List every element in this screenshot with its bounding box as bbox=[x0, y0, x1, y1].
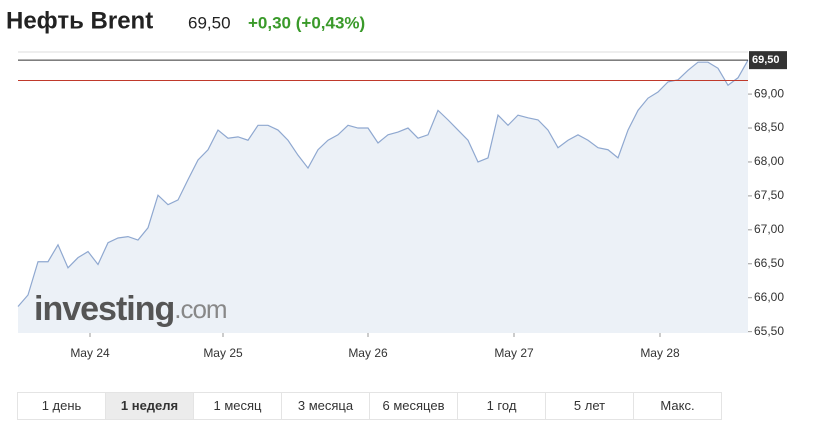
price-label: 69,50 bbox=[752, 54, 780, 66]
y-tick-label: 67,50 bbox=[754, 188, 784, 202]
x-tick-label: May 26 bbox=[348, 346, 388, 360]
y-tick-label: 66,50 bbox=[754, 256, 784, 270]
range-tab[interactable]: Макс. bbox=[633, 392, 722, 420]
x-tick-label: May 28 bbox=[640, 346, 680, 360]
y-tick-label: 65,50 bbox=[754, 324, 784, 338]
watermark-suffix: .com bbox=[174, 294, 226, 324]
y-tick-label: 67,00 bbox=[754, 222, 784, 236]
y-tick-label: 66,00 bbox=[754, 290, 784, 304]
range-tab[interactable]: 1 день bbox=[17, 392, 106, 420]
range-tab[interactable]: 1 неделя bbox=[105, 392, 194, 420]
range-tab[interactable]: 3 месяца bbox=[281, 392, 370, 420]
range-tab[interactable]: 5 лет bbox=[545, 392, 634, 420]
price-box bbox=[749, 51, 787, 70]
range-tab[interactable]: 6 месяцев bbox=[369, 392, 458, 420]
chart: Нефть Brent 69,50 +0,30 (+0,43%) 65,50 66… bbox=[6, 7, 787, 360]
line bbox=[17, 59, 749, 307]
range-tab[interactable]: 1 год bbox=[457, 392, 546, 420]
x-tick-label: May 25 bbox=[203, 346, 243, 360]
watermark: investing.com bbox=[34, 290, 227, 328]
range-tabs: 1 день 1 неделя 1 месяц 3 месяца 6 месяцев 1 … bbox=[17, 392, 722, 420]
range-tab[interactable]: 1 месяц bbox=[193, 392, 282, 420]
area bbox=[18, 60, 748, 333]
change: +0,30 (+0,43%) bbox=[248, 13, 365, 32]
price: 69,50 bbox=[188, 13, 231, 32]
watermark-main: investing bbox=[34, 290, 174, 328]
y-tick-label: 68,50 bbox=[754, 120, 784, 134]
y-tick-label: 69,00 bbox=[754, 86, 784, 100]
x-tick-label: May 27 bbox=[494, 346, 534, 360]
x-tick-label: May 24 bbox=[70, 346, 110, 360]
chart-title: Нефть Brent bbox=[6, 7, 153, 34]
y-tick-label: 68,00 bbox=[754, 154, 784, 168]
